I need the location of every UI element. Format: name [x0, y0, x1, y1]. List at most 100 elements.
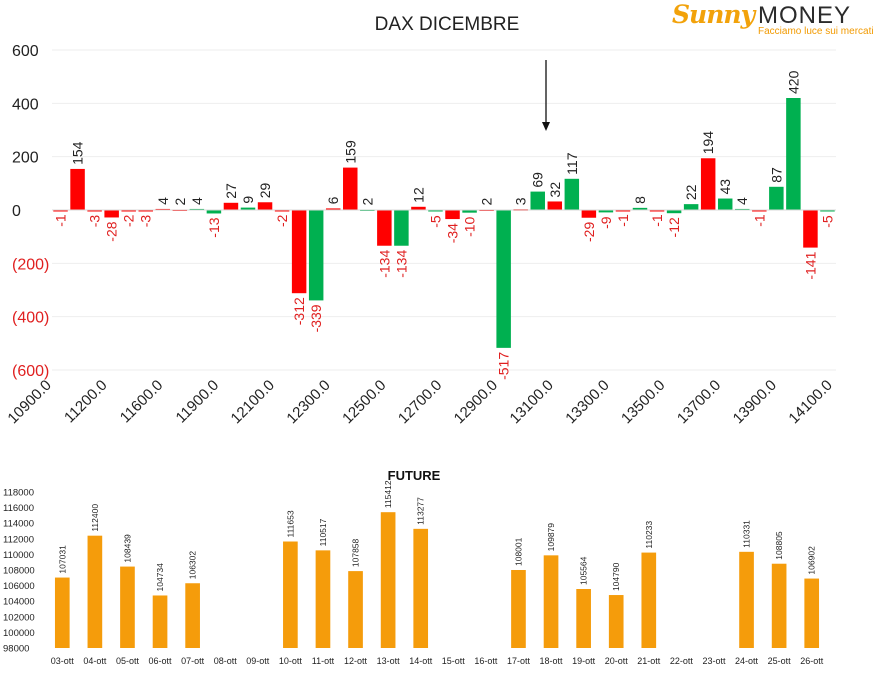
- y-tick-label: 400: [12, 96, 39, 113]
- x-tick-label: 19-ott: [572, 656, 596, 666]
- sunny-money-logo: Sunny MONEY Facciamo luce sui mercati: [672, 0, 874, 38]
- data-label: 3: [513, 197, 529, 205]
- bar: [752, 210, 767, 212]
- data-label: -28: [104, 221, 120, 241]
- x-tick-label: 05-ott: [116, 656, 140, 666]
- bar: [717, 198, 733, 210]
- bar: [394, 210, 409, 246]
- future-chart: FUTURE 118000 116000 114000 112000 110000 1080…: [3, 468, 824, 666]
- data-label: 4: [189, 197, 205, 205]
- bar: [803, 210, 818, 248]
- data-label: -1: [649, 214, 665, 227]
- annotation-arrowhead: [542, 122, 550, 131]
- y-tick-label: (600): [12, 363, 49, 380]
- x-tick-label: 11200.0: [61, 377, 111, 427]
- bar: [700, 158, 716, 210]
- data-label: -13: [206, 217, 222, 237]
- data-label: -12: [666, 217, 682, 237]
- bar: [581, 210, 597, 218]
- x-tick-label: 13700.0: [674, 377, 724, 427]
- x-tick-label: 13100.0: [507, 377, 557, 427]
- bar: [283, 541, 298, 648]
- data-label: 6: [325, 196, 341, 204]
- bar: [496, 210, 511, 348]
- data-label: 2: [172, 197, 188, 205]
- bar: [223, 202, 239, 210]
- data-label: 2: [479, 197, 495, 205]
- y-tick-label: 98000: [3, 644, 29, 655]
- x-tick-label: 09-ott: [246, 656, 270, 666]
- bar: [291, 210, 307, 294]
- data-label: 117: [564, 152, 580, 175]
- bar: [308, 210, 324, 301]
- bar: [771, 563, 787, 648]
- data-label: 115412: [383, 480, 393, 508]
- data-label: 113277: [416, 497, 426, 525]
- data-label: 2: [359, 197, 375, 205]
- bar: [206, 210, 222, 214]
- y-tick-label: 116000: [3, 503, 34, 514]
- data-label: 108805: [774, 531, 784, 560]
- y-tick-label: 102000: [3, 612, 35, 623]
- bar: [54, 577, 70, 648]
- data-label: 32: [547, 182, 563, 198]
- y-tick-label: 110000: [3, 550, 34, 561]
- logo-tagline: Facciamo luce sui mercati: [758, 26, 874, 37]
- data-label: 8: [632, 196, 648, 204]
- data-label: 104734: [155, 563, 165, 592]
- logo-name: MONEY: [758, 2, 852, 29]
- data-label: -9: [598, 216, 614, 229]
- data-label: 106302: [188, 551, 198, 580]
- x-tick-label: 13900.0: [730, 377, 780, 427]
- data-label: -3: [87, 215, 103, 228]
- bar: [598, 210, 614, 213]
- bar: [511, 569, 526, 648]
- data-label: 29: [257, 182, 273, 198]
- bar: [343, 167, 358, 210]
- bar: [564, 178, 580, 210]
- bar: [576, 589, 591, 648]
- data-label: -5: [819, 215, 835, 228]
- bar: [377, 210, 392, 246]
- data-label: 110233: [644, 521, 654, 549]
- x-tick-label: 07-ott: [181, 656, 205, 666]
- data-label: -312: [291, 297, 307, 325]
- data-label: 159: [342, 140, 358, 164]
- logo-brand: Sunny: [672, 0, 755, 29]
- data-label: 106902: [807, 546, 817, 575]
- bar: [104, 210, 119, 218]
- x-tick-label: 08-ott: [214, 656, 238, 666]
- data-label: 111653: [285, 510, 295, 537]
- x-tick-label: 10-ott: [279, 656, 303, 666]
- chart-title: DAX DICEMBRE: [375, 14, 520, 35]
- x-tick-label: 03-ott: [51, 656, 75, 666]
- y-tick-label: 112000: [3, 534, 34, 545]
- data-label: 4: [155, 197, 171, 205]
- bar: [608, 595, 624, 648]
- x-tick-label: 12100.0: [228, 377, 278, 427]
- x-tick-label: 11-ott: [312, 656, 335, 666]
- y-tick-label: (200): [12, 256, 49, 273]
- bar: [445, 210, 460, 220]
- data-label: 27: [223, 183, 239, 199]
- data-label: 12: [410, 187, 426, 203]
- bar: [632, 207, 648, 210]
- x-tick-label: 12900.0: [451, 377, 501, 427]
- x-tick-label: 20-ott: [605, 656, 629, 666]
- bar: [257, 202, 273, 210]
- x-tick-label: 12500.0: [339, 377, 389, 427]
- x-tick-label: 24-ott: [735, 656, 759, 666]
- bar: [185, 583, 200, 648]
- data-label: -10: [462, 216, 478, 236]
- data-label: -34: [445, 223, 461, 243]
- data-label: 108439: [122, 534, 132, 563]
- data-label: -1: [751, 214, 767, 227]
- x-tick-label: 22-ott: [670, 656, 694, 666]
- bar: [138, 210, 153, 212]
- data-label: 154: [70, 141, 86, 165]
- bar: [820, 210, 835, 212]
- x-tick-label: 11900.0: [173, 377, 223, 427]
- data-label: -339: [308, 304, 324, 332]
- bar: [380, 512, 396, 648]
- data-label: 9: [240, 196, 256, 204]
